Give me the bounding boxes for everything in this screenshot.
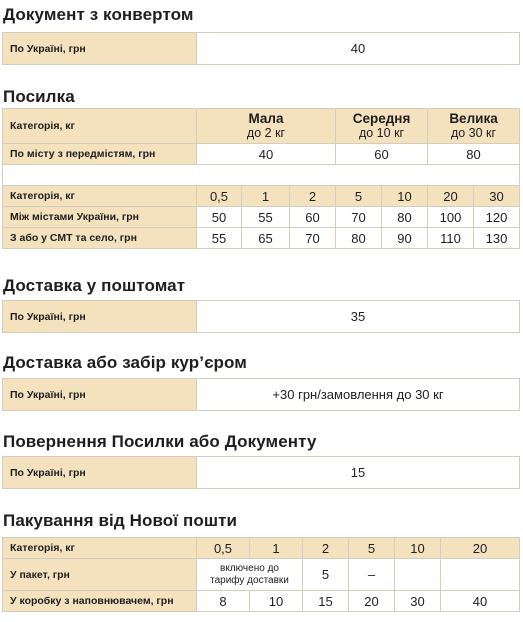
price-cell: 100	[427, 206, 475, 228]
parcel-title: Посилка	[3, 87, 75, 106]
table-row: По Україні, грн +30 грн/замовлення до 30…	[2, 378, 520, 411]
price-cell: 70	[288, 227, 337, 249]
spacer-cell	[2, 164, 520, 186]
postomat-table: По Україні, грн 35	[2, 300, 520, 333]
parcel-table: Категорія, кг Мала до 2 кг Середня до 10…	[2, 108, 520, 249]
row-label: Між містами України, грн	[2, 206, 197, 228]
postomat-title: Доставка у поштомат	[3, 276, 186, 295]
table-row: У коробку з наповнювачем, грн 8 10 15 20…	[2, 590, 520, 612]
weight-header: 10	[394, 537, 441, 559]
price-cell: 5	[302, 558, 349, 591]
return-title: Повернення Посилки або Документу	[3, 432, 317, 451]
table-row: Категорія, кг 0,5 1 2 5 10 20	[2, 537, 520, 559]
price-cell: 90	[381, 227, 429, 249]
included-note: включено до тарифу доставки	[196, 558, 303, 591]
weight-header: 1	[249, 537, 303, 559]
weight-header: 20	[440, 537, 520, 559]
price-cell: 110	[427, 227, 475, 249]
price-value: +30 грн/замовлення до 30 кг	[196, 378, 520, 411]
weight-header: 1	[241, 185, 290, 207]
price-cell: 120	[473, 206, 520, 228]
weight-header: 30	[473, 185, 520, 207]
price-cell	[394, 558, 441, 591]
weight-header: 5	[335, 185, 383, 207]
price-cell: 30	[394, 590, 441, 612]
price-cell: 55	[196, 227, 242, 249]
size-large: Велика до 30 кг	[427, 108, 520, 144]
envelope-title: Документ з конвертом	[3, 5, 194, 24]
weight-header: 5	[348, 537, 395, 559]
table-row: Категорія, кг 0,5 1 2 5 10 20 30	[2, 185, 520, 207]
size-medium: Середня до 10 кг	[335, 108, 429, 144]
weight-header: 20	[427, 185, 475, 207]
courier-title: Доставка або забір кур’єром	[3, 353, 247, 372]
table-row: По місту з передмістям, грн 40 60 80	[2, 143, 520, 165]
price-cell: 60	[288, 206, 337, 228]
size-small: Мала до 2 кг	[195, 108, 337, 144]
weight-header: 10	[381, 185, 429, 207]
price-value: 15	[196, 456, 520, 489]
price-cell: 80	[335, 227, 383, 249]
price-value: 35	[196, 300, 520, 333]
box-row-label: У коробку з наповнювачем, грн	[2, 590, 197, 612]
price-cell: 15	[302, 590, 349, 612]
city-value: 40	[195, 143, 337, 165]
price-cell: 130	[473, 227, 520, 249]
row-label: По Україні, грн	[2, 378, 197, 411]
price-cell: 10	[249, 590, 303, 612]
price-cell: 20	[348, 590, 395, 612]
table-row: По Україні, грн 40	[2, 32, 520, 65]
weight-header: 0,5	[196, 185, 242, 207]
weight-header: 0,5	[196, 537, 250, 559]
row-label: По Україні, грн	[2, 456, 197, 489]
price-cell: 40	[440, 590, 520, 612]
price-cell	[440, 558, 520, 591]
table-row: По Україні, грн 15	[2, 456, 520, 489]
return-table: По Україні, грн 15	[2, 456, 520, 489]
price-cell: 70	[335, 206, 383, 228]
courier-table: По Україні, грн +30 грн/замовлення до 30…	[2, 378, 520, 411]
row-label: З або у СМТ та село, грн	[2, 227, 197, 249]
city-value: 80	[427, 143, 520, 165]
packaging-title: Пакування від Нової пошти	[3, 511, 238, 530]
price-cell: 50	[196, 206, 242, 228]
table-row: З або у СМТ та село, грн 55 65 70 80 90 …	[2, 227, 520, 249]
size-header-label: Категорія, кг	[2, 108, 197, 144]
spacer-row	[2, 164, 520, 186]
row-label: По Україні, грн	[2, 300, 197, 333]
packaging-table: Категорія, кг 0,5 1 2 5 10 20 У пакет, г…	[2, 537, 520, 612]
envelope-table: По Україні, грн 40	[2, 32, 520, 65]
city-value: 60	[335, 143, 429, 165]
price-cell: 8	[196, 590, 250, 612]
weight-header: 2	[302, 537, 349, 559]
price-value: 40	[196, 32, 520, 65]
price-cell: 80	[381, 206, 429, 228]
weight-header-label: Категорія, кг	[2, 185, 197, 207]
weight-header: 2	[288, 185, 337, 207]
city-row-label: По місту з передмістям, грн	[2, 143, 197, 165]
header-label: Категорія, кг	[2, 537, 197, 559]
price-cell: 65	[241, 227, 290, 249]
table-row: У пакет, грн включено до тарифу доставки…	[2, 558, 520, 591]
table-row: Категорія, кг Мала до 2 кг Середня до 10…	[2, 108, 520, 144]
price-cell: –	[348, 558, 395, 591]
table-row: Між містами України, грн 50 55 60 70 80 …	[2, 206, 520, 228]
row-label: По Україні, грн	[2, 32, 197, 65]
table-row: По Україні, грн 35	[2, 300, 520, 333]
price-cell: 55	[241, 206, 290, 228]
bag-row-label: У пакет, грн	[2, 558, 197, 591]
